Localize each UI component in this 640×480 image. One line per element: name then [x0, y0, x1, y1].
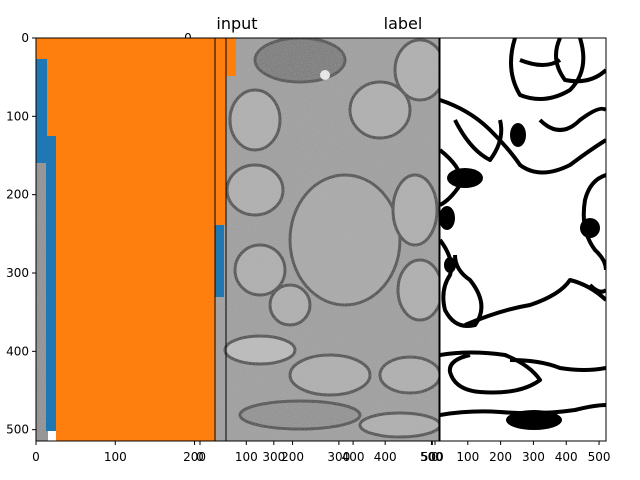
left-xtick-label: 200	[183, 450, 206, 464]
blue-mask-strip	[46, 136, 56, 431]
right-xtick-label: 200	[489, 450, 512, 464]
left-xtick-label: 400	[342, 450, 365, 464]
left-xtick-label: 100	[104, 450, 127, 464]
mid-xtick-label: 500	[420, 450, 443, 464]
mid-axes-frame	[214, 37, 440, 442]
right-xtick-label: 500	[588, 450, 611, 464]
left-xtick-label: 500	[421, 450, 444, 464]
mid-xtick-label: 100	[235, 450, 258, 464]
left-ytick-label: 0	[21, 31, 29, 45]
left-axes-frame	[35, 37, 227, 442]
left-ytick-label: 200	[6, 188, 29, 202]
right-xtick-label: 400	[555, 450, 578, 464]
left-ytick-label: 100	[6, 109, 29, 123]
right-xtick-label: 300	[522, 450, 545, 464]
title-input: input	[216, 14, 257, 33]
mid-xtick-label: 300	[327, 450, 350, 464]
blue-mask-strip	[215, 225, 224, 297]
title-label: label	[384, 14, 423, 33]
left-xtick-label: 0	[32, 450, 40, 464]
mid-xtick-label: 400	[374, 450, 397, 464]
right-xtick-label: 0	[431, 450, 439, 464]
em-image-panel	[215, 38, 439, 441]
label-panel	[440, 38, 606, 441]
left-ytick-label: 500	[6, 423, 29, 437]
axes-frames	[35, 37, 607, 442]
blue-mask-strip	[36, 59, 47, 163]
right-axes-frame	[439, 37, 607, 442]
left-ytick-label: 400	[6, 344, 29, 358]
orange-mask-region	[36, 38, 236, 441]
left-ytick-label: 300	[6, 266, 29, 280]
mid-xtick-label: 0	[196, 450, 204, 464]
right-xtick-label: 100	[456, 450, 479, 464]
left-xtick-label: 300	[262, 450, 285, 464]
overlay-panel	[36, 38, 236, 441]
mid-xtick-label: 200	[281, 450, 304, 464]
